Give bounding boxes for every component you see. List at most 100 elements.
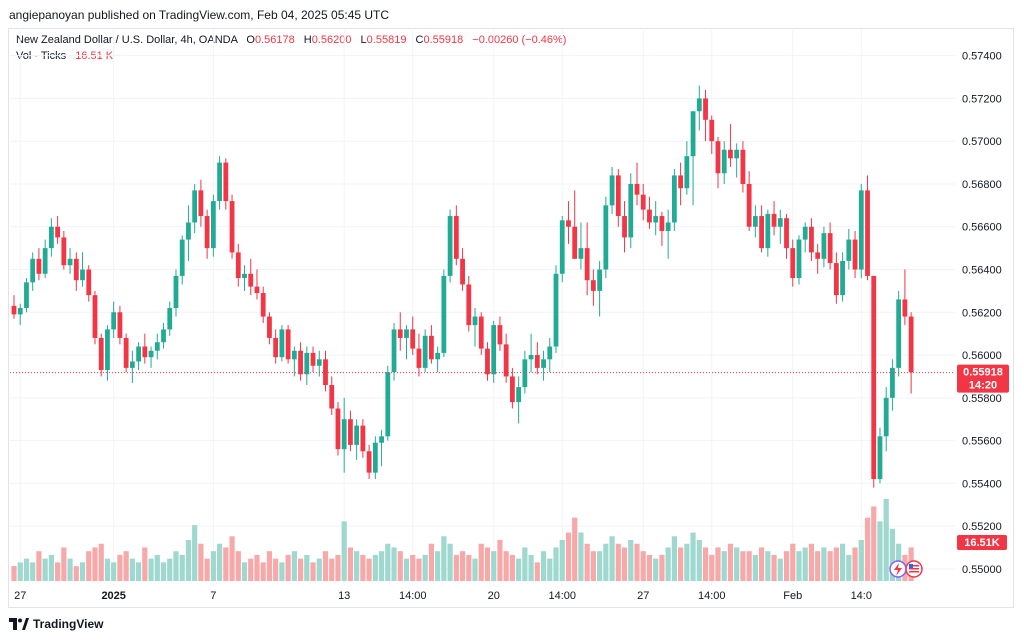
- volume-bar-127: [802, 547, 808, 581]
- candle-49: [316, 359, 322, 366]
- footer-brand: TradingView: [9, 617, 103, 631]
- volume-bar-57: [366, 558, 372, 581]
- time-tick-0: 27: [14, 590, 26, 602]
- volume-bar-138: [871, 506, 877, 581]
- candle-30: [198, 190, 204, 217]
- volume-bar-103: [653, 558, 659, 581]
- volume-bar-7: [55, 562, 61, 581]
- candle-91: [578, 248, 584, 259]
- candle-106: [671, 175, 677, 223]
- time-tick-7: 27: [637, 590, 649, 602]
- candle-97: [615, 175, 621, 217]
- volume-bar-34: [223, 547, 229, 581]
- volume-bar-69: [441, 536, 447, 581]
- volume-bar-71: [453, 554, 459, 581]
- candle-144: [908, 316, 914, 373]
- volume-bar-92: [584, 543, 590, 581]
- time-tick-8: 14:00: [698, 590, 726, 602]
- candle-36: [235, 252, 241, 279]
- volume-bar-126: [796, 551, 802, 581]
- price-chart[interactable]: 0.57400 0.57200 0.57000 0.56800 0.56600 0.564…: [0, 0, 1024, 610]
- candle-26: [173, 275, 179, 308]
- candle-137: [865, 190, 870, 276]
- candle-38: [248, 273, 254, 287]
- candle-4: [36, 258, 42, 274]
- candle-110: [696, 98, 702, 112]
- volume-bar-58: [372, 554, 378, 581]
- candle-48: [310, 352, 316, 366]
- candle-116: [734, 149, 740, 159]
- volume-bar-121: [765, 551, 771, 581]
- volume-bar-3: [30, 562, 36, 581]
- candle-127: [802, 226, 808, 240]
- time-tick-9: Feb: [783, 590, 802, 602]
- volume-bar-33: [216, 543, 223, 581]
- volume-bar-68: [435, 551, 441, 581]
- grid-lines: [10, 30, 955, 586]
- candle-60: [385, 372, 391, 437]
- volume-bar-31: [204, 558, 210, 581]
- candle-43: [279, 329, 285, 358]
- candle-62: [397, 329, 403, 338]
- event-icons[interactable]: [889, 560, 923, 578]
- candle-27: [179, 239, 185, 276]
- volume-bar-35: [229, 536, 235, 581]
- price-tick-10: 0.55400: [962, 478, 1002, 490]
- candle-14: [98, 337, 104, 371]
- candle-34: [223, 162, 229, 202]
- candle-73: [466, 284, 472, 326]
- symbol-title[interactable]: New Zealand Dollar / U.S. Dollar, 4h, OA…: [16, 34, 238, 46]
- candle-23: [154, 342, 160, 351]
- candles: [11, 85, 914, 488]
- candle-40: [260, 293, 266, 317]
- candle-64: [410, 329, 416, 349]
- lightning-glyph: [894, 563, 902, 576]
- volume-bar-111: [702, 547, 709, 581]
- volume-bar-105: [665, 547, 671, 581]
- volume-bar-20: [136, 562, 142, 581]
- volume-bar-107: [678, 547, 684, 581]
- candle-75: [478, 316, 484, 349]
- price-tick-12: 0.55000: [962, 564, 1002, 576]
- volume-bar-80: [509, 554, 515, 581]
- candle-88: [559, 220, 565, 274]
- volume-bar-86: [547, 558, 553, 581]
- volume-bar-36: [235, 551, 241, 581]
- price-axis: 0.57400 0.57200 0.57000 0.56800 0.56600 0.564…: [962, 51, 1002, 576]
- candle-3: [30, 258, 36, 283]
- candle-138: [871, 275, 877, 480]
- candle-117: [740, 149, 746, 184]
- volume-bar-44: [285, 554, 291, 581]
- ohlc-legend: New Zealand Dollar / U.S. Dollar, 4h, OA…: [16, 34, 566, 46]
- volume-bar-51: [329, 558, 335, 581]
- volume-bars: [11, 499, 914, 581]
- candle-114: [721, 149, 727, 174]
- volume-bar-72: [459, 551, 466, 581]
- volume-bar-83: [528, 554, 534, 581]
- candle-105: [665, 222, 671, 232]
- last-price-text: 0.55918: [963, 367, 1003, 379]
- candle-100: [634, 183, 640, 195]
- candle-58: [372, 442, 378, 473]
- volume-bar-110: [696, 540, 702, 581]
- candle-6: [48, 226, 54, 249]
- volume-bar-49: [316, 558, 322, 581]
- candle-20: [136, 346, 141, 362]
- candle-93: [590, 280, 596, 291]
- volume-bar-38: [248, 558, 254, 581]
- volume-bar-82: [522, 547, 528, 581]
- volume-bar-90: [572, 517, 578, 581]
- candle-102: [647, 209, 652, 223]
- volume-bar-37: [241, 562, 248, 581]
- price-tick-7: 0.56000: [962, 350, 1002, 362]
- candle-68: [435, 352, 441, 360]
- volume-bar-30: [198, 543, 204, 581]
- volume-badge: 16.51K: [957, 535, 1007, 550]
- volume-bar-77: [491, 551, 497, 581]
- candle-8: [61, 237, 67, 266]
- candle-143: [902, 299, 908, 317]
- price-tick-9: 0.55600: [962, 436, 1002, 448]
- volume-bar-100: [634, 543, 640, 581]
- chart-frame: [8, 28, 1014, 608]
- candle-120: [759, 216, 764, 249]
